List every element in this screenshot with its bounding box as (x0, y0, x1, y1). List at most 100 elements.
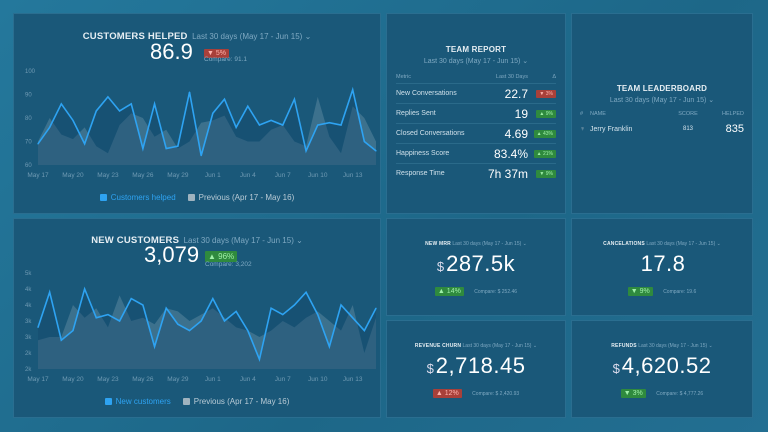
data-point (317, 124, 319, 126)
x-tick-label: May 29 (167, 172, 189, 179)
metric-name: Happiness Score (396, 150, 450, 157)
x-tick-label: May 17 (27, 376, 49, 383)
legend-previous[interactable]: Previous (Apr 17 - May 16) (182, 397, 290, 406)
widget-title: NEW MRR (425, 241, 451, 247)
metric-name: Response Time (396, 170, 445, 177)
leaderboard-row[interactable]: ♆ Jerry Franklin 813 835 (580, 123, 744, 135)
widget-title: CANCELATIONS (603, 241, 645, 247)
team-leaderboard-widget: TEAM LEADERBOARD Last 30 days (May 17 - … (571, 13, 753, 214)
date-range-dropdown[interactable]: Last 30 days (May 17 - Jun 15) ⌄ (387, 57, 565, 65)
date-range-label: Last 30 days (May 17 - Jun 15) (646, 241, 716, 247)
date-range-label: Last 30 days (May 17 - Jun 15) (462, 343, 532, 349)
x-tick-label: Jun 1 (205, 172, 221, 179)
data-point (282, 124, 284, 126)
x-tick-label: Jun 13 (343, 172, 363, 179)
date-range-dropdown[interactable]: Last 30 days (May 17 - Jun 15) ⌄ (452, 241, 527, 247)
date-range-label: Last 30 days (May 17 - Jun 15) (609, 97, 707, 104)
date-range-dropdown[interactable]: Last 30 days (May 17 - Jun 15) ⌄ (192, 32, 311, 41)
header-rank: # (580, 111, 584, 117)
checkbox-icon (182, 398, 190, 405)
data-point (270, 119, 272, 121)
chevron-down-icon: ⌄ (522, 58, 529, 65)
header-delta: Δ (552, 74, 556, 80)
kpi-value: 287.5k (446, 251, 516, 276)
kpi-value: 17.8 (640, 251, 686, 276)
kpi-value: 2,718.45 (435, 353, 526, 378)
date-range-dropdown[interactable]: Last 30 days (May 17 - Jun 15) ⌄ (638, 343, 713, 349)
x-tick-label: Jun 10 (308, 172, 328, 179)
compare-value: Compare: $ 4,777.26 (656, 391, 704, 397)
currency-symbol: $ (436, 259, 445, 274)
widget-title: CUSTOMERS HELPED (82, 31, 188, 42)
y-tick-label: 100 (25, 69, 36, 75)
change-badge: ▼ 9% (627, 287, 653, 296)
data-point (247, 105, 249, 107)
checkbox-icon (104, 398, 112, 405)
y-tick-label: 3k (25, 335, 32, 341)
data-point (107, 96, 109, 98)
change-badge: ▼ 9% (536, 169, 556, 178)
current-series-area (38, 289, 376, 369)
data-point (49, 291, 51, 293)
header-metric: Metric (396, 74, 411, 80)
data-point (328, 346, 330, 348)
legend-previous[interactable]: Previous (Apr 17 - May 16) (187, 193, 294, 202)
header-last-30: Last 30 Days (495, 74, 528, 80)
x-tick-label: Jun 4 (240, 172, 256, 179)
metric-value: 83.4% (493, 146, 528, 161)
legend-label: Previous (Apr 17 - May 16) (193, 397, 290, 406)
data-point (165, 147, 167, 150)
metric-value: 19 (514, 106, 528, 121)
chevron-down-icon: ⌄ (296, 236, 303, 245)
data-point (130, 298, 132, 300)
compare-value: Compare: $ 2,420.93 (472, 391, 520, 397)
date-range-dropdown[interactable]: Last 30 days (May 17 - Jun 15) ⌄ (462, 343, 538, 349)
x-tick-label: May 23 (97, 376, 119, 383)
x-tick-label: May 23 (97, 172, 119, 179)
compare-value: Compare: 3,202 (205, 261, 252, 268)
data-point (188, 91, 191, 93)
data-point (305, 291, 307, 293)
metric-value: 3,079 (144, 242, 200, 267)
checkbox-icon (187, 194, 195, 201)
data-point (317, 314, 319, 316)
metric-name: Replies Sent (396, 110, 436, 117)
data-point (258, 358, 261, 360)
legend-current[interactable]: Customers helped (99, 193, 176, 202)
change-badge: ▲ 12% (432, 389, 462, 398)
data-point (340, 304, 342, 306)
data-point (142, 147, 144, 150)
kpi-revenue-churn: REVENUE CHURN Last 30 days (May 17 - Jun… (386, 320, 566, 418)
kpi-value: 4,620.52 (621, 353, 712, 378)
compare-value: Compare: $ 252.46 (474, 289, 518, 295)
data-point (37, 143, 39, 145)
new-customers-chart: 5k 4k 4k 3k 3k 2k 2k May 17 May 20 May 23 May 26 Ma… (25, 271, 377, 383)
data-point (49, 126, 51, 128)
change-badge: ▲ 9% (536, 109, 556, 118)
date-range-dropdown[interactable]: Last 30 days (May 17 - Jun 15) ⌄ (572, 96, 752, 104)
y-tick-label: 4k (25, 287, 32, 293)
date-range-dropdown[interactable]: Last 30 days (May 17 - Jun 15) ⌄ (184, 236, 303, 245)
change-badge: ▲ 43% (533, 129, 556, 138)
x-tick-label: Jun 7 (275, 172, 291, 179)
data-point (142, 304, 144, 306)
data-point (282, 314, 284, 316)
data-point (72, 330, 74, 332)
x-tick-label: Jun 1 (205, 376, 221, 383)
chevron-down-icon: ⌄ (304, 32, 312, 41)
chevron-down-icon: ⌄ (708, 97, 715, 104)
data-point (188, 330, 191, 332)
x-tick-label: May 26 (132, 376, 154, 383)
date-range-dropdown[interactable]: Last 30 days (May 17 - Jun 15) ⌄ (646, 241, 721, 247)
team-report-table: Metric Last 30 Days Δ New Conversations … (396, 71, 556, 183)
data-point (258, 124, 261, 126)
y-tick-label: 2k (25, 351, 32, 357)
widget-title: TEAM LEADERBOARD (616, 84, 708, 93)
data-point (363, 140, 365, 143)
legend-current[interactable]: New customers (104, 397, 171, 406)
x-tick-label: May 20 (62, 376, 84, 383)
previous-series-area (38, 96, 376, 165)
data-point (352, 317, 354, 319)
x-tick-label: May 29 (167, 376, 189, 383)
data-point (375, 307, 377, 309)
